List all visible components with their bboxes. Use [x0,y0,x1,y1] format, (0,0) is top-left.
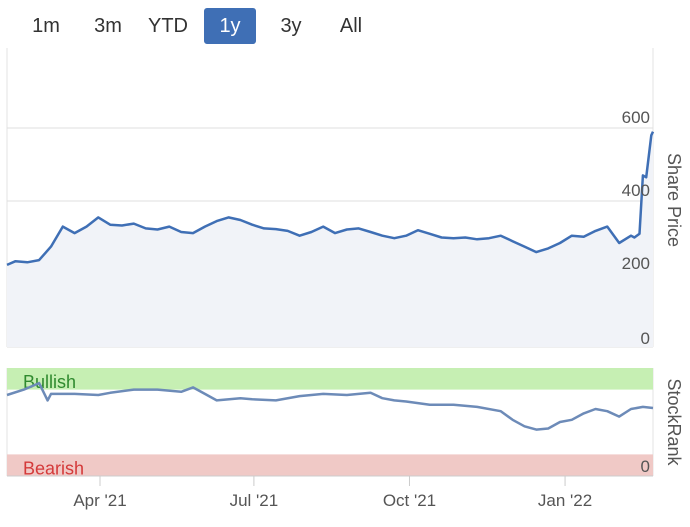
range-selector: 1m 3m YTD 1y 3y All [0,8,690,46]
rank-line [6,381,654,431]
range-button-ytd[interactable]: YTD [148,15,188,37]
x-tick-label: Oct '21 [383,491,436,510]
x-tick-label: Jul '21 [230,491,279,510]
price-y-ticks: 0 200 400 600 [622,108,650,348]
price-y-tick-label: 400 [622,181,650,200]
price-line [6,131,655,267]
price-y-tick-label: 0 [641,329,650,348]
bullish-zone [7,368,653,390]
bullish-zone-label: Bullish [23,372,76,392]
rank-zones: Bullish Bearish [6,368,654,478]
x-tick-label: Apr '21 [73,491,126,510]
bearish-zone-label: Bearish [23,458,84,478]
price-area [7,131,653,347]
rank-series [6,381,654,431]
price-axis-label: Share Price [664,153,684,247]
rank-axis-label: StockRank [664,378,684,466]
range-button-1m[interactable]: 1m [32,15,60,37]
price-series [6,131,655,347]
range-button-3m[interactable]: 3m [94,15,122,37]
range-button-1y[interactable]: 1y [204,8,256,44]
range-button-all[interactable]: All [339,15,363,37]
bearish-zone [7,454,653,476]
x-axis: Apr '21 Jul '21 Oct '21 Jan '22 [7,475,653,510]
price-y-tick-label: 600 [622,108,650,127]
x-tick-label: Jan '22 [538,491,592,510]
rank-y-ticks: 0 [641,457,650,476]
rank-y-tick-label: 0 [641,457,650,476]
price-y-tick-label: 200 [622,254,650,273]
range-button-3y[interactable]: 3y [280,15,302,37]
